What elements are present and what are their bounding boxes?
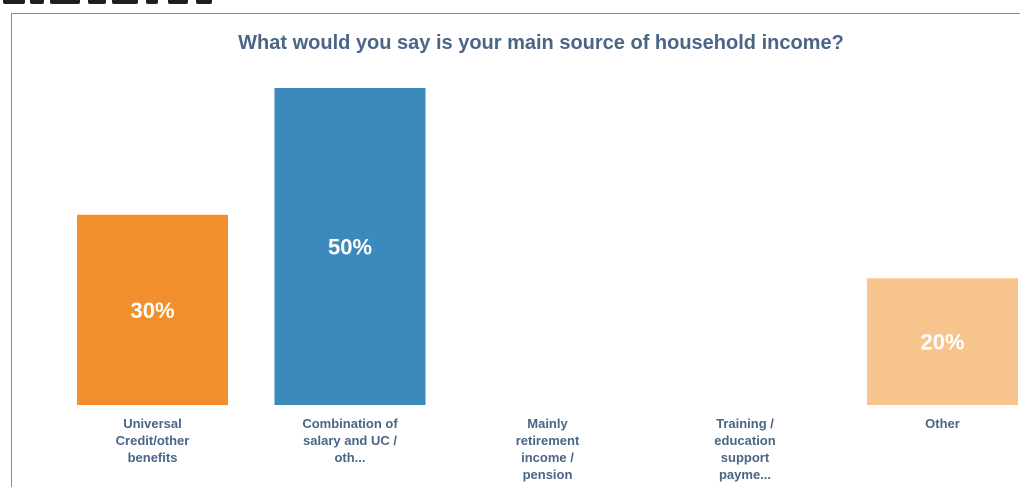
category-label-5: Other — [925, 416, 960, 431]
category-label-4: Training / education support payme... — [714, 416, 776, 482]
chart-title: What would you say is your main source o… — [238, 32, 844, 54]
category-label-1: Universal Credit/other benefits — [115, 416, 190, 465]
bar-value-label-5: 20% — [920, 330, 964, 355]
category-label-3: Mainly retirement income / pension — [515, 416, 580, 482]
bar-1 — [77, 214, 228, 405]
category-label-2: Combination of salary and UC / oth... — [302, 416, 398, 465]
chart-frame — [11, 13, 1020, 487]
bar-value-label-1: 30% — [130, 298, 174, 323]
bar-2 — [274, 88, 426, 405]
bar-5 — [867, 278, 1018, 405]
clipped-header-strip — [0, 0, 240, 7]
bar-value-label-2: 50% — [328, 235, 372, 260]
